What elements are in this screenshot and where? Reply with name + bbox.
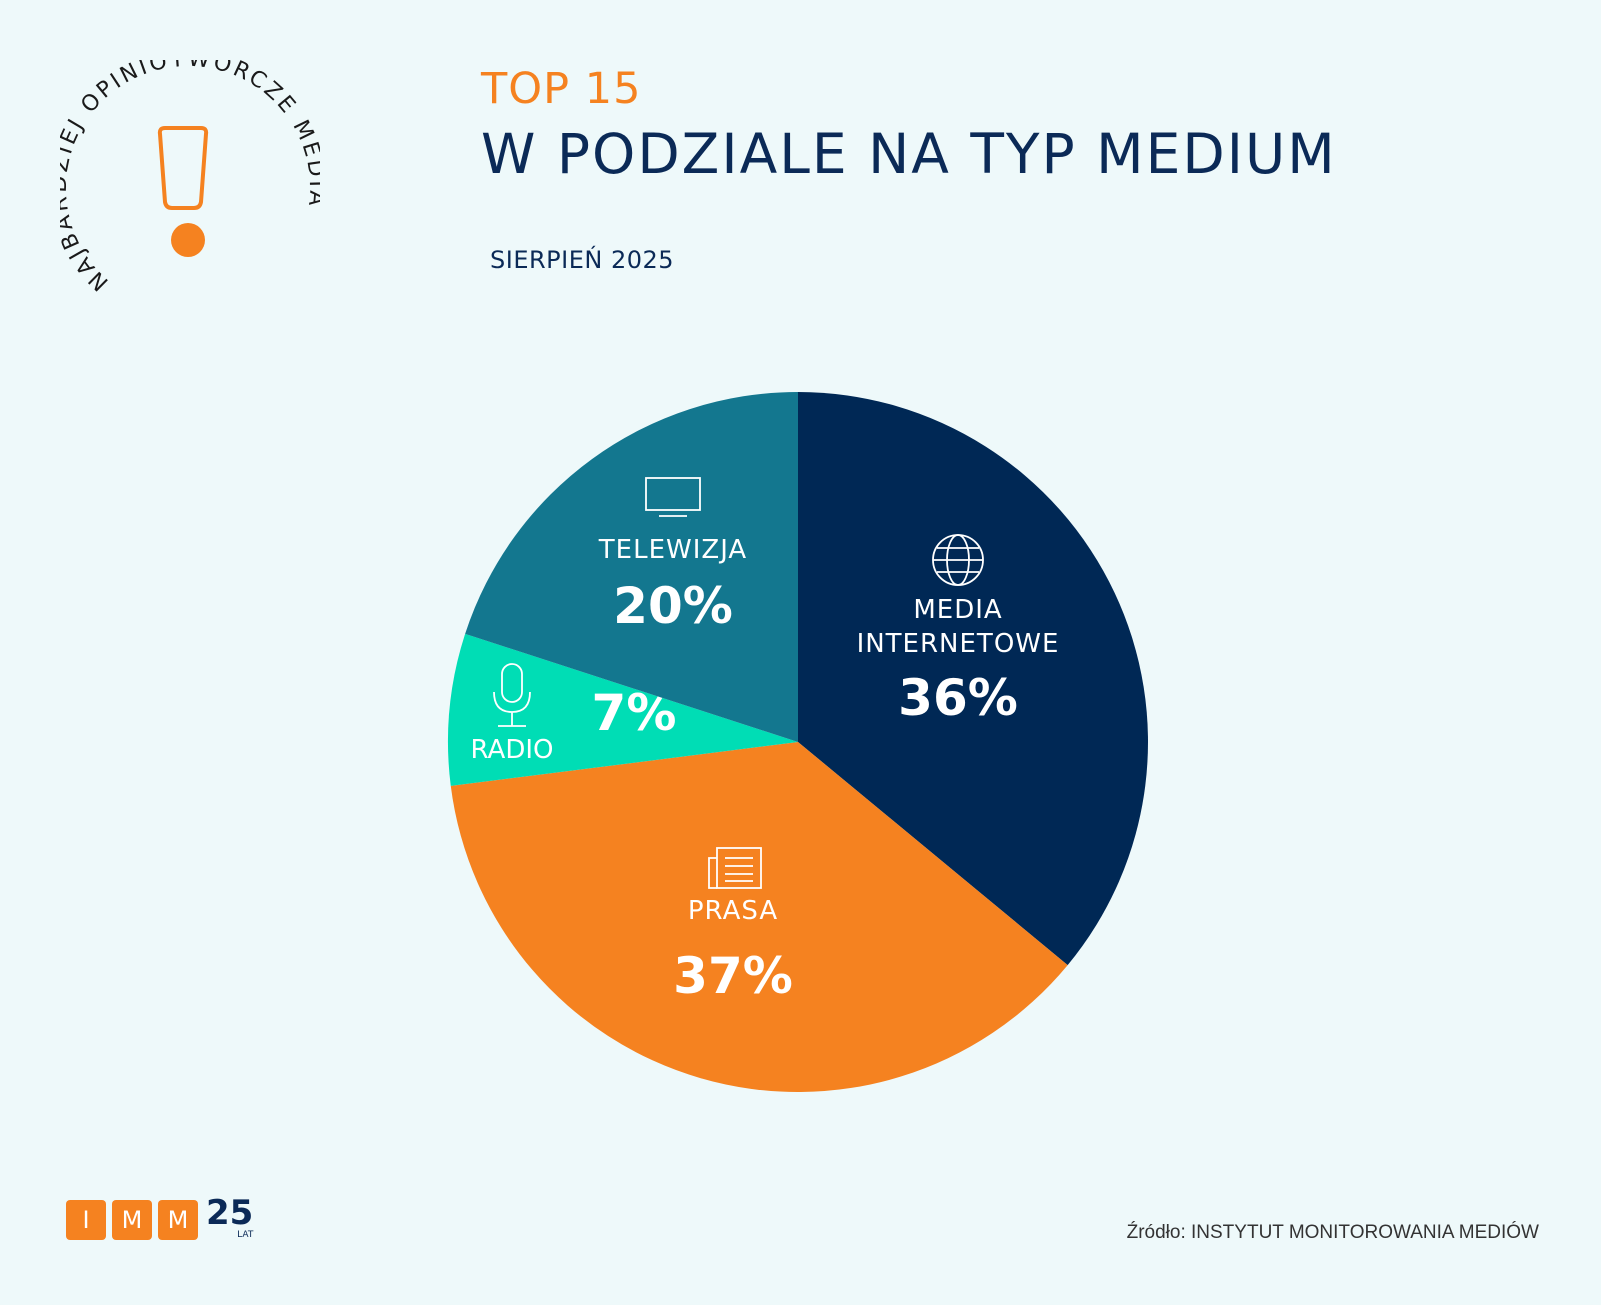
exclamation-dot [171, 223, 205, 257]
exclamation-icon [157, 126, 209, 210]
slice-label-group: PRASA 37% [673, 847, 793, 1005]
pie-slice [448, 633, 798, 786]
newspaper-icon [708, 847, 762, 889]
microphone-icon [493, 663, 531, 727]
slice-label-group: MEDIA INTERNETOWE 36% [857, 534, 1060, 727]
page-title: W PODZIALE NA TYP MEDIUM [481, 122, 1337, 186]
period-label: SIERPIEŃ 2025 [490, 246, 675, 274]
logo-years-number: 25 [206, 1193, 254, 1233]
globe-icon [932, 534, 984, 586]
logo-lat: LAT [237, 1230, 254, 1240]
logo-years: 25 LAT [206, 1196, 253, 1240]
slice-label: MEDIA [913, 595, 1002, 625]
slice-label: PRASA [688, 896, 778, 926]
slice-label: RADIO [471, 735, 554, 765]
slice-value: 37% [673, 947, 793, 1005]
badge: NAJBARDZIEJ OPINIOTWÓRCZE MEDIA [60, 60, 320, 320]
logo-letter: M [112, 1200, 152, 1240]
slice-label-group: TELEWIZJA 20% [598, 477, 747, 635]
top-label: TOP 15 [481, 64, 642, 114]
slice-label: TELEWIZJA [598, 535, 747, 565]
logo-letter: M [158, 1200, 198, 1240]
slice-value: 36% [898, 669, 1018, 727]
pie-slice [450, 742, 1068, 1092]
tv-icon [645, 477, 701, 517]
pie-slice [798, 392, 1148, 966]
logo-letter: I [66, 1200, 106, 1240]
source-note: Źródło: INSTYTUT MONITOROWANIA MEDIÓW [1126, 1222, 1539, 1243]
slice-value: 20% [613, 577, 733, 635]
imm-logo: I M M 25 LAT [66, 1196, 253, 1240]
pie-slice [465, 392, 798, 742]
slice-label: INTERNETOWE [857, 629, 1060, 659]
